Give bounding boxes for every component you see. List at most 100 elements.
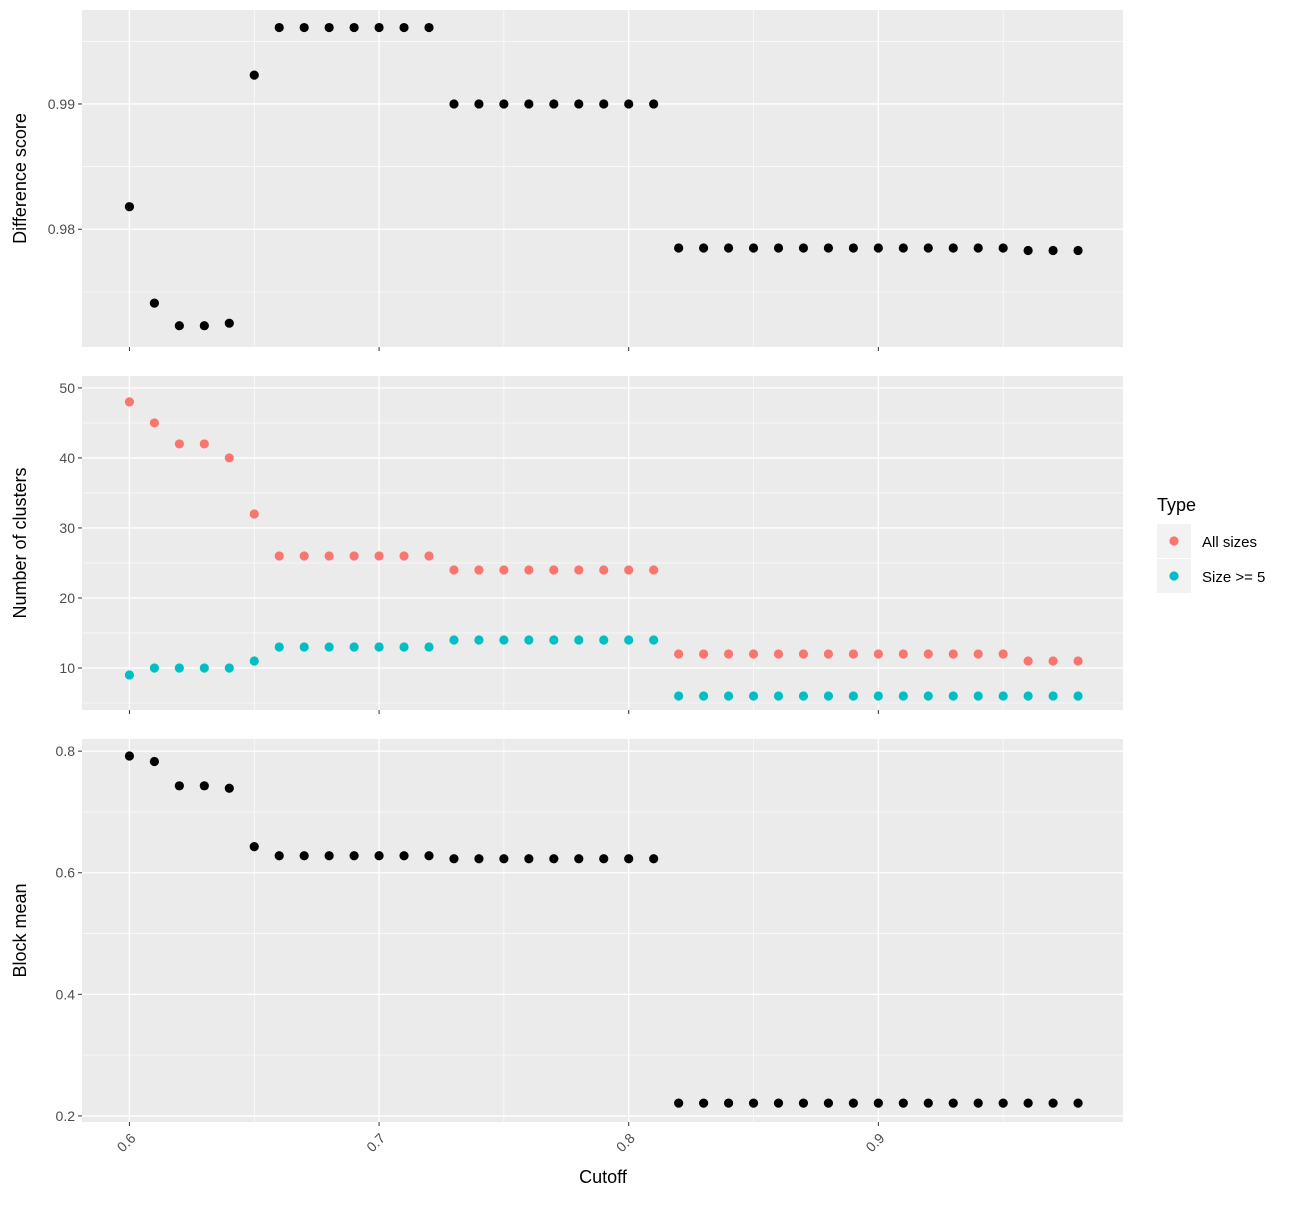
data-point [873, 243, 883, 253]
panels-layer: 0.98 0.99 Difference score 10 20 30 40 50 Number… [10, 10, 1123, 1155]
data-point [549, 854, 559, 864]
series-1 [124, 397, 1083, 666]
data-point [674, 1098, 684, 1108]
data-point [773, 691, 784, 701]
series-1 [124, 22, 1083, 331]
data-point [948, 649, 958, 659]
data-point [174, 781, 184, 791]
data-point [723, 243, 734, 253]
data-point [848, 243, 858, 253]
data-point [973, 1098, 983, 1108]
data-point [524, 99, 534, 109]
data-point [699, 243, 709, 253]
data-point [599, 99, 609, 109]
data-point [449, 635, 459, 645]
x-tick-label: 0.7 [363, 1130, 388, 1155]
data-point [1073, 691, 1083, 701]
data-point [1048, 245, 1058, 256]
data-point [923, 243, 933, 253]
data-point [424, 642, 434, 652]
data-point [624, 854, 634, 864]
data-point [399, 642, 409, 652]
panel-1: 0.98 0.99 Difference score [10, 10, 1123, 351]
data-point [923, 1098, 933, 1108]
panel-background [82, 739, 1123, 1122]
data-point [424, 551, 434, 561]
data-point [723, 1098, 734, 1108]
y-axis-title: Block mean [10, 883, 30, 977]
legend-swatch [1169, 536, 1179, 546]
data-point [524, 565, 534, 575]
data-point [474, 565, 484, 575]
data-point [1023, 245, 1033, 256]
data-point [199, 321, 209, 331]
data-point [898, 243, 908, 253]
data-point [798, 649, 809, 659]
data-point [798, 691, 809, 701]
data-point [574, 635, 584, 645]
data-point [549, 99, 559, 109]
data-point [998, 691, 1008, 701]
legend-label: All sizes [1202, 534, 1257, 551]
series-1 [124, 751, 1083, 1108]
data-point [898, 1098, 908, 1108]
data-point [674, 243, 684, 253]
data-point [299, 22, 309, 33]
data-point [149, 418, 159, 428]
data-point [624, 99, 634, 109]
data-point [998, 1098, 1008, 1108]
data-point [699, 691, 709, 701]
data-point [399, 22, 409, 33]
data-point [599, 635, 609, 645]
legend-title: Type [1157, 495, 1196, 515]
data-point [723, 649, 734, 659]
data-point [349, 851, 359, 861]
y-tick-label: 0.8 [56, 743, 76, 759]
data-point [299, 551, 309, 561]
panel-background [82, 376, 1123, 710]
data-point [449, 565, 459, 575]
data-point [599, 854, 609, 864]
data-point [224, 663, 234, 673]
data-point [823, 649, 834, 659]
data-point [249, 509, 259, 519]
data-point [1073, 1098, 1083, 1108]
data-point [848, 691, 858, 701]
data-point [124, 670, 135, 680]
data-point [998, 243, 1008, 253]
data-point [948, 691, 958, 701]
data-point [748, 691, 759, 701]
data-point [1073, 245, 1083, 256]
legend-label: Size >= 5 [1202, 569, 1265, 586]
data-point [649, 635, 659, 645]
panel-2: 10 20 30 40 50 Number of clusters [10, 376, 1123, 714]
data-point [424, 22, 434, 33]
data-point [923, 691, 933, 701]
panel-background [82, 10, 1123, 347]
data-point [274, 551, 284, 561]
y-tick-label: 20 [59, 590, 75, 606]
data-point [124, 751, 135, 761]
data-point [374, 22, 384, 33]
data-point [124, 202, 135, 212]
legend: Type All sizes Size >= 5 [1157, 495, 1265, 593]
data-point [574, 565, 584, 575]
data-point [449, 99, 459, 109]
data-point [174, 439, 184, 449]
legend-entry: Size >= 5 [1157, 559, 1265, 593]
data-point [374, 851, 384, 861]
data-point [674, 649, 684, 659]
data-point [374, 551, 384, 561]
data-point [324, 22, 334, 33]
x-tick-label: 0.8 [613, 1130, 638, 1155]
data-point [649, 565, 659, 575]
y-tick-label: 0.6 [56, 865, 76, 881]
data-point [574, 99, 584, 109]
data-point [723, 691, 734, 701]
data-point [324, 851, 334, 861]
data-point [674, 691, 684, 701]
data-point [149, 663, 159, 673]
data-point [149, 298, 159, 308]
data-point [973, 649, 983, 659]
data-point [449, 854, 459, 864]
